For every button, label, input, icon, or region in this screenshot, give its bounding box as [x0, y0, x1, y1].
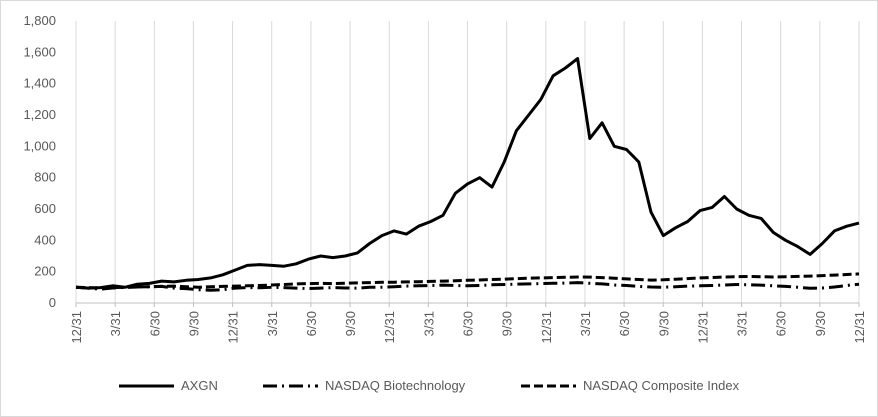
series-line-nasdaq-composite-index — [75, 272, 860, 290]
x-tick-label: 9/30 — [343, 311, 358, 336]
x-tick-label: 6/30 — [304, 311, 319, 336]
y-tick-label: 1,600 — [23, 44, 56, 59]
x-tick-label: 9/30 — [500, 311, 515, 336]
y-tick-label: 800 — [34, 170, 56, 185]
y-tick-label: 600 — [34, 201, 56, 216]
x-tick-label: 12/31 — [852, 311, 867, 344]
x-axis-ticks: 12/31 3/31 6/30 9/30 12/31 3/31 6/30 9/30 12/31 3… — [69, 303, 867, 344]
x-tick-label: 9/30 — [656, 311, 671, 336]
y-axis-ticks: 0 200 400 600 800 1,000 1,200 1,400 1,600 1,800 — [23, 13, 56, 310]
x-tick-label: 3/31 — [735, 311, 750, 336]
legend: AXGN NASDAQ Biotechnology NASDAQ Composite… — [119, 378, 740, 393]
y-tick-label: 1,400 — [23, 76, 56, 91]
legend-label: AXGN — [181, 378, 218, 393]
gridlines — [114, 21, 860, 303]
x-tick-label: 12/31 — [69, 311, 84, 344]
x-tick-label: 9/30 — [813, 311, 828, 336]
x-tick-label: 12/31 — [382, 311, 397, 344]
x-tick-label: 6/30 — [147, 311, 162, 336]
series-line-axgn — [75, 57, 860, 290]
x-tick-label: 6/30 — [461, 311, 476, 336]
x-tick-label: 12/31 — [226, 311, 241, 344]
y-tick-label: 200 — [34, 264, 56, 279]
y-tick-label: 0 — [49, 295, 56, 310]
x-tick-label: 6/30 — [774, 311, 789, 336]
x-tick-label: 12/31 — [695, 311, 710, 344]
x-tick-label: 6/30 — [617, 311, 632, 336]
x-tick-label: 3/31 — [578, 311, 593, 336]
y-tick-label: 400 — [34, 232, 56, 247]
x-tick-label: 3/31 — [421, 311, 436, 336]
legend-label: NASDAQ Biotechnology — [325, 378, 466, 393]
y-tick-label: 1,000 — [23, 138, 56, 153]
y-tick-label: 1,800 — [23, 13, 56, 28]
x-tick-label: 3/31 — [265, 311, 280, 336]
x-tick-label: 9/30 — [186, 311, 201, 336]
x-tick-label: 3/31 — [108, 311, 123, 336]
series-line-nasdaq-biotechnology — [75, 281, 860, 292]
legend-label: NASDAQ Composite Index — [583, 378, 740, 393]
y-tick-label: 1,200 — [23, 107, 56, 122]
series-lines — [75, 57, 860, 292]
x-tick-label: 12/31 — [539, 311, 554, 344]
